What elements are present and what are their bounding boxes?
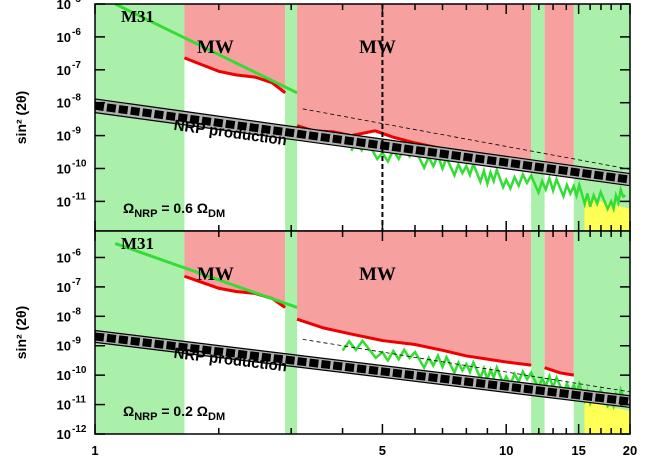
- y-tick-label: 10: [57, 63, 71, 78]
- exclusion-boundary: [544, 366, 575, 377]
- y-tick-label: 10: [57, 0, 71, 12]
- mw-label: MW: [359, 264, 396, 285]
- plot-frame: [94, 230, 631, 435]
- omega-annotation-part: Ω: [123, 403, 134, 419]
- y-tick-label: 10: [57, 398, 71, 413]
- y-tick-exponent: -11: [72, 395, 86, 406]
- nrp-upper-contour: [302, 338, 630, 393]
- omega-annotation-part: NRP: [134, 208, 157, 220]
- exclusion-region: [184, 4, 286, 93]
- y-tick-label: 10: [57, 280, 71, 295]
- m31-limit-line: [114, 242, 298, 309]
- y-tick-exponent: -8: [72, 93, 81, 104]
- x-tick-label: 5: [379, 443, 386, 458]
- m31-label: M31: [121, 7, 154, 26]
- omega-annotation-part: = 0.6 Ω: [157, 200, 208, 216]
- y-tick-label: 10: [57, 309, 71, 324]
- y-tick-exponent: -10: [72, 158, 87, 169]
- y-tick-exponent: -7: [72, 60, 81, 71]
- y-tick-label: 10: [57, 427, 71, 442]
- omega-annotation: ΩNRP = 0.6 ΩDM: [123, 200, 225, 220]
- y-tick-exponent: -6: [72, 247, 81, 258]
- y-tick-exponent: -6: [72, 27, 81, 38]
- y-tick-exponent: -5: [72, 0, 81, 5]
- allowed-region: [285, 231, 298, 434]
- y-tick-exponent: -10: [72, 365, 87, 376]
- plot-area: [95, 4, 630, 231]
- y-tick-exponent: -11: [72, 191, 86, 202]
- nrp-central-line: [95, 101, 630, 184]
- y-tick-label: 10: [57, 129, 71, 144]
- exclusion-region: [184, 231, 286, 308]
- y-tick-exponent: -9: [72, 336, 81, 347]
- y-axis-label: sin² (2θ): [13, 306, 29, 359]
- y-tick-label: 10: [57, 30, 71, 45]
- y-tick-label: 10: [57, 96, 71, 111]
- allowed-region: [285, 4, 298, 231]
- y-tick-label: 10: [57, 339, 71, 354]
- omega-annotation-part: DM: [208, 411, 225, 423]
- mw-label: MW: [197, 264, 234, 285]
- exclusion-boundary: [296, 317, 532, 367]
- x-tick-label: 20: [623, 443, 637, 458]
- mw-label: MW: [197, 37, 234, 58]
- x-tick-label: 10: [499, 443, 513, 458]
- y-tick-exponent: -8: [72, 306, 81, 317]
- omega-annotation-part: Ω: [123, 200, 134, 216]
- y-tick-label: 10: [57, 368, 71, 383]
- exclusion-region: [544, 4, 574, 172]
- exclusion-region: [297, 4, 532, 162]
- y-tick-exponent: -9: [72, 126, 81, 137]
- y-tick-label: 10: [57, 161, 71, 176]
- omega-annotation-part: NRP: [134, 411, 157, 423]
- yellow-region: [584, 401, 630, 434]
- omega-annotation: ΩNRP = 0.2 ΩDM: [123, 403, 225, 423]
- m31-label: M31: [121, 234, 154, 253]
- m31-limit-line: [114, 4, 298, 95]
- allowed-region: [531, 4, 545, 231]
- allowed-region: [531, 231, 545, 434]
- mw-label: MW: [359, 37, 396, 58]
- y-tick-exponent: -12: [72, 424, 87, 435]
- omega-annotation-part: DM: [208, 208, 225, 220]
- y-tick-label: 10: [57, 194, 71, 209]
- exclusion-boundary: [183, 56, 287, 94]
- x-tick-label: 15: [571, 443, 585, 458]
- exclusion-region: [544, 231, 574, 376]
- omega-annotation-part: = 0.2 Ω: [157, 403, 208, 419]
- nrp-central-line: [95, 332, 630, 406]
- x-tick-label: 1: [91, 443, 98, 458]
- y-tick-label: 10: [57, 250, 71, 265]
- exclusion-region: [297, 231, 532, 366]
- y-tick-exponent: -7: [72, 277, 81, 288]
- y-axis-label: sin² (2θ): [13, 91, 29, 144]
- plot-area: [95, 231, 630, 434]
